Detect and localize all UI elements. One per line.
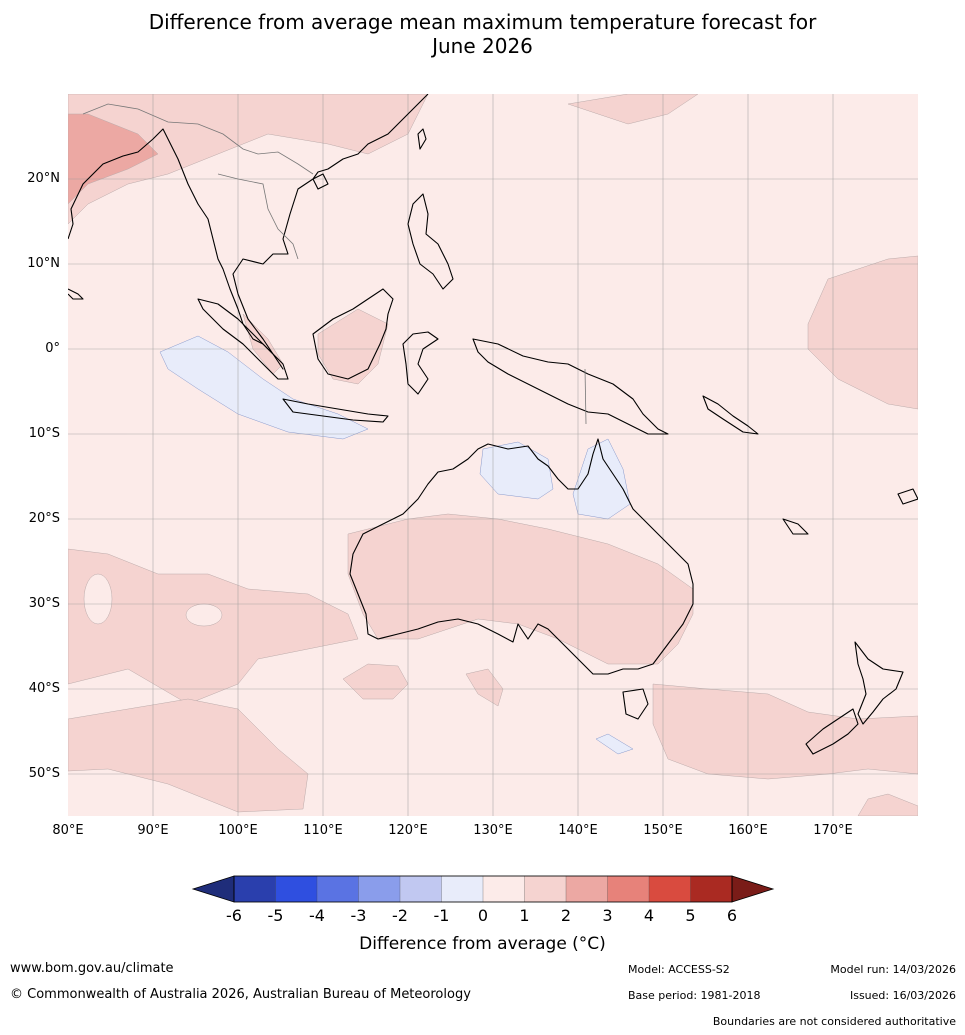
colorbar-tick: 3 bbox=[602, 906, 613, 925]
colorbar-cell bbox=[690, 875, 733, 903]
coast-tasmania bbox=[622, 688, 649, 720]
cool-region-arafura bbox=[479, 441, 554, 500]
coast-taiwan bbox=[417, 128, 427, 150]
colorbar-low-extend bbox=[191, 875, 235, 903]
title-line-1: Difference from average mean maximum tem… bbox=[148, 10, 817, 34]
coast-java bbox=[282, 398, 389, 423]
anomaly-region-southern-ocean bbox=[68, 698, 309, 813]
colorbar-cell bbox=[233, 875, 276, 903]
colorbar-tick: -6 bbox=[226, 906, 242, 925]
base-period-text: Base period: 1981-2018 bbox=[628, 989, 761, 1002]
disclaimer-text: Boundaries are not considered authoritat… bbox=[712, 1015, 956, 1028]
colorbar-cell bbox=[524, 875, 567, 903]
anomaly-hole-2 bbox=[185, 603, 223, 627]
colorbar-tick: -3 bbox=[350, 906, 367, 925]
coast-vanuatu-fiji bbox=[782, 488, 918, 535]
coast-sumatra bbox=[197, 298, 289, 380]
colorbar-cell bbox=[358, 875, 401, 903]
lat-label: 10°N bbox=[27, 256, 60, 271]
lat-label: 30°S bbox=[28, 596, 60, 611]
lon-label: 130°E bbox=[473, 823, 513, 838]
colorbar-cell bbox=[275, 875, 318, 903]
anomaly-region-south-indian bbox=[68, 548, 359, 705]
cool-region-java bbox=[159, 335, 369, 440]
lon-label: 110°E bbox=[303, 823, 343, 838]
anomaly-region-australia bbox=[347, 513, 694, 665]
coast-nz-south bbox=[805, 708, 859, 755]
title-line-2: June 2026 bbox=[432, 34, 533, 58]
issued-text: Issued: 16/03/2026 bbox=[849, 989, 956, 1002]
colorbar-tick: -2 bbox=[392, 906, 408, 925]
lon-label: 140°E bbox=[558, 823, 598, 838]
lat-label: 20°S bbox=[28, 511, 60, 526]
coast-solomons bbox=[702, 395, 759, 435]
coast-sulawesi bbox=[402, 331, 439, 395]
coast-india-east bbox=[68, 288, 84, 300]
cool-region-tasmania-south bbox=[595, 733, 634, 755]
anomaly-region-nw-pacific bbox=[567, 94, 699, 125]
cool-region-carpentaria bbox=[572, 438, 631, 520]
colorbar-cell bbox=[607, 875, 650, 903]
lat-label: 0° bbox=[45, 341, 60, 356]
coast-australia bbox=[349, 438, 694, 675]
colorbar-tick: 0 bbox=[477, 906, 489, 925]
copyright-text: © Commonwealth of Australia 2026, Austra… bbox=[10, 987, 471, 1002]
lon-label: 160°E bbox=[728, 823, 768, 838]
anomaly-region-india bbox=[68, 113, 159, 205]
graticule bbox=[68, 94, 918, 816]
map-svg bbox=[68, 94, 918, 816]
colorbar-cell bbox=[399, 875, 442, 903]
coast-borneo bbox=[312, 288, 394, 380]
map-title: Difference from average mean maximum tem… bbox=[0, 10, 965, 58]
colorbar bbox=[191, 875, 775, 903]
model-run-text: Model run: 14/03/2026 bbox=[830, 963, 956, 976]
colorbar-tick: -1 bbox=[433, 906, 450, 925]
lat-label: 50°S bbox=[28, 766, 60, 781]
national-boundaries bbox=[82, 103, 587, 425]
coastlines bbox=[68, 94, 918, 755]
anomaly-region-asia bbox=[68, 94, 429, 225]
lon-label: 150°E bbox=[643, 823, 683, 838]
colorbar-tick: 4 bbox=[643, 906, 655, 925]
colorbar-tick: -4 bbox=[309, 906, 325, 925]
coast-philippines bbox=[407, 193, 454, 290]
coast-nz-north bbox=[854, 641, 904, 725]
colorbar-cell bbox=[441, 875, 484, 903]
model-text: Model: ACCESS-S2 bbox=[628, 963, 730, 976]
lon-label: 120°E bbox=[388, 823, 428, 838]
colorbar-high-extend bbox=[731, 875, 775, 903]
lon-label: 90°E bbox=[137, 823, 169, 838]
colorbar-tick: 2 bbox=[560, 906, 572, 925]
anomaly-region-tasman bbox=[652, 683, 918, 780]
anomaly-region-far-south bbox=[857, 793, 918, 816]
colorbar-tick: -5 bbox=[267, 906, 284, 925]
colorbar-label: Difference from average (°C) bbox=[359, 934, 606, 954]
lon-label: 100°E bbox=[218, 823, 258, 838]
lat-label: 10°S bbox=[28, 426, 60, 441]
coast-new-guinea bbox=[472, 338, 669, 435]
anomaly-region-south-blob bbox=[342, 663, 409, 700]
colorbar-tick: 5 bbox=[685, 906, 696, 925]
lon-label: 170°E bbox=[813, 823, 853, 838]
lat-label: 20°N bbox=[27, 171, 60, 186]
anomaly-region-borneo bbox=[317, 308, 389, 385]
colorbar-tick: 1 bbox=[519, 906, 530, 925]
website-link[interactable]: www.bom.gov.au/climate bbox=[10, 961, 174, 976]
anomaly-region-east-pacific bbox=[807, 255, 918, 410]
colorbar-cell bbox=[565, 875, 608, 903]
colorbar-tick: 6 bbox=[726, 906, 738, 925]
anomaly-hole-1 bbox=[83, 573, 113, 625]
coast-hainan bbox=[312, 173, 329, 190]
lon-label: 80°E bbox=[52, 823, 84, 838]
forecast-map bbox=[68, 94, 918, 816]
anomaly-region-south-blob-2 bbox=[465, 668, 504, 707]
coast-asia-mainland bbox=[68, 94, 429, 370]
colorbar-cell bbox=[482, 875, 525, 903]
lat-label: 40°S bbox=[28, 681, 60, 696]
colorbar-cell bbox=[316, 875, 359, 903]
colorbar-cell bbox=[648, 875, 691, 903]
